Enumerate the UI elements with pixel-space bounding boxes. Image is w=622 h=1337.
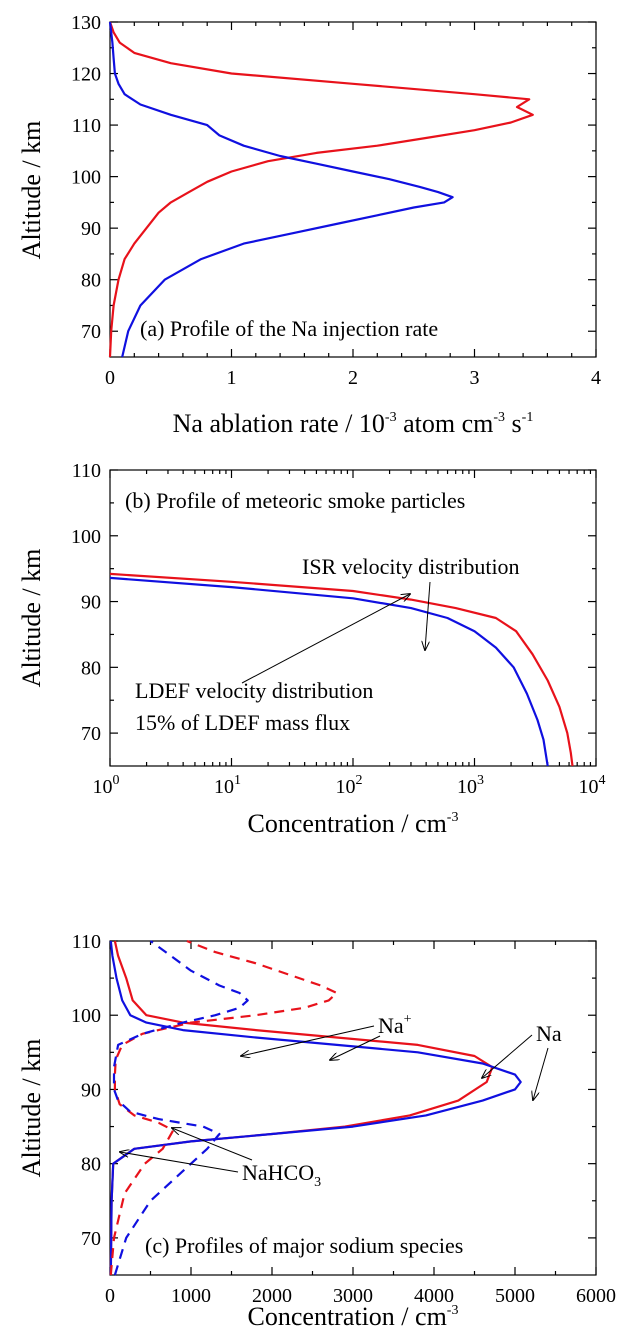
label-ldef-2: 15% of LDEF mass flux: [135, 710, 350, 735]
arrow-na-plus-blue: [241, 1025, 375, 1056]
panel-a-frame: [109, 21, 597, 358]
panel-a-xlabel: Na ablation rate / 10-3 atom cm-3 s-1: [173, 409, 534, 438]
x-tick-label: 100: [93, 773, 120, 798]
x-tick-label: 104: [579, 773, 606, 798]
series-line-blue: [109, 940, 522, 1276]
panel-a: 0 1 2 3 4 70 80 90 100 110 120 130 Altitude / km (a…: [17, 12, 601, 438]
x-tick-label: 2000: [252, 1285, 292, 1307]
arrow-na-plus-red: [330, 1035, 381, 1060]
series-line-red: [108, 21, 534, 358]
x-tick-label: 0: [105, 367, 115, 389]
x-tick-label: 102: [336, 773, 363, 798]
y-tick-label: 90: [81, 218, 101, 240]
label-na: Na: [536, 1021, 562, 1046]
panel-b-ticks: 100 101 102 103 104 70 80 90 100 110: [71, 460, 606, 798]
x-tick-label: 4: [591, 367, 601, 389]
panel-b-xlabel: Concentration / cm-3: [248, 809, 459, 838]
series-line-red: [109, 572, 574, 767]
y-tick-label: 80: [81, 1154, 101, 1176]
panel-a-series: [108, 21, 534, 358]
label-na-plus: Na+: [378, 1012, 412, 1038]
y-tick-label: 120: [71, 64, 101, 86]
y-tick-label: 130: [71, 12, 101, 34]
series-line-blue: [108, 21, 454, 358]
y-tick-label: 90: [81, 1079, 101, 1101]
panel-c-series: [109, 939, 522, 1276]
arrow-ldef: [241, 594, 410, 684]
y-tick-label: 100: [71, 167, 101, 189]
x-tick-label: 103: [457, 773, 484, 798]
y-tick-label: 100: [71, 1005, 101, 1027]
series-line-red: [109, 940, 494, 1276]
panel-b: 100 101 102 103 104 70 80 90 100 110 Altitude / k…: [17, 460, 606, 838]
x-tick-label: 1000: [171, 1285, 211, 1307]
panel-c-ylabel: Altitude / km: [17, 1039, 46, 1178]
panel-b-annotation: (b) Profile of meteoric smoke particles: [125, 488, 465, 513]
label-isr: ISR velocity distribution: [302, 554, 520, 579]
arrow-na-red: [482, 1034, 533, 1078]
y-tick-label: 80: [81, 657, 101, 679]
x-tick-label: 3000: [333, 1285, 373, 1307]
panel-c-annotation: (c) Profiles of major sodium species: [145, 1233, 463, 1258]
x-tick-label: 1: [227, 367, 237, 389]
arrow-nahco3-2: [172, 1128, 253, 1161]
y-tick-label: 70: [81, 321, 101, 343]
panel-c-ticks: 0 1000 2000 3000 4000 5000 6000 70 80 90 100 110: [71, 931, 616, 1307]
arrow-isr: [425, 581, 431, 650]
panel-a-annotation: (a) Profile of the Na injection rate: [140, 316, 438, 341]
y-tick-label: 70: [81, 723, 101, 745]
x-tick-label: 101: [214, 773, 241, 798]
y-tick-label: 70: [81, 1228, 101, 1250]
x-tick-label: 6000: [576, 1285, 616, 1307]
label-nahco3: NaHCO3: [242, 1160, 321, 1190]
panel-a-ticks: 0 1 2 3 4 70 80 90 100 110 120 130: [71, 12, 601, 389]
x-tick-label: 5000: [495, 1285, 535, 1307]
label-ldef-1: LDEF velocity distribution: [135, 678, 373, 703]
y-tick-label: 110: [72, 460, 101, 482]
x-tick-label: 2: [348, 367, 358, 389]
y-tick-label: 80: [81, 270, 101, 292]
y-tick-label: 110: [72, 115, 101, 137]
y-tick-label: 90: [81, 592, 101, 614]
x-tick-label: 3: [470, 367, 480, 389]
arrow-na-blue: [533, 1047, 549, 1100]
panel-c-xlabel: Concentration / cm-3: [248, 1302, 459, 1331]
series-line-blue: [109, 576, 549, 767]
series-line-blue-dashed: [112, 940, 249, 1276]
arrow-nahco3-1: [120, 1152, 239, 1173]
panel-b-series: [109, 572, 574, 767]
panel-c-frame: [109, 940, 597, 1276]
x-tick-label: 0: [105, 1285, 115, 1307]
panel-b-ylabel: Altitude / km: [17, 549, 46, 688]
y-tick-label: 110: [72, 931, 101, 953]
series-line-red-dashed: [109, 939, 338, 1276]
panel-a-ylabel: Altitude / km: [17, 121, 46, 260]
panel-c: 0 1000 2000 3000 4000 5000 6000 70 80 90 100 110 Al…: [17, 931, 616, 1331]
x-tick-label: 4000: [414, 1285, 454, 1307]
y-tick-label: 100: [71, 526, 101, 548]
